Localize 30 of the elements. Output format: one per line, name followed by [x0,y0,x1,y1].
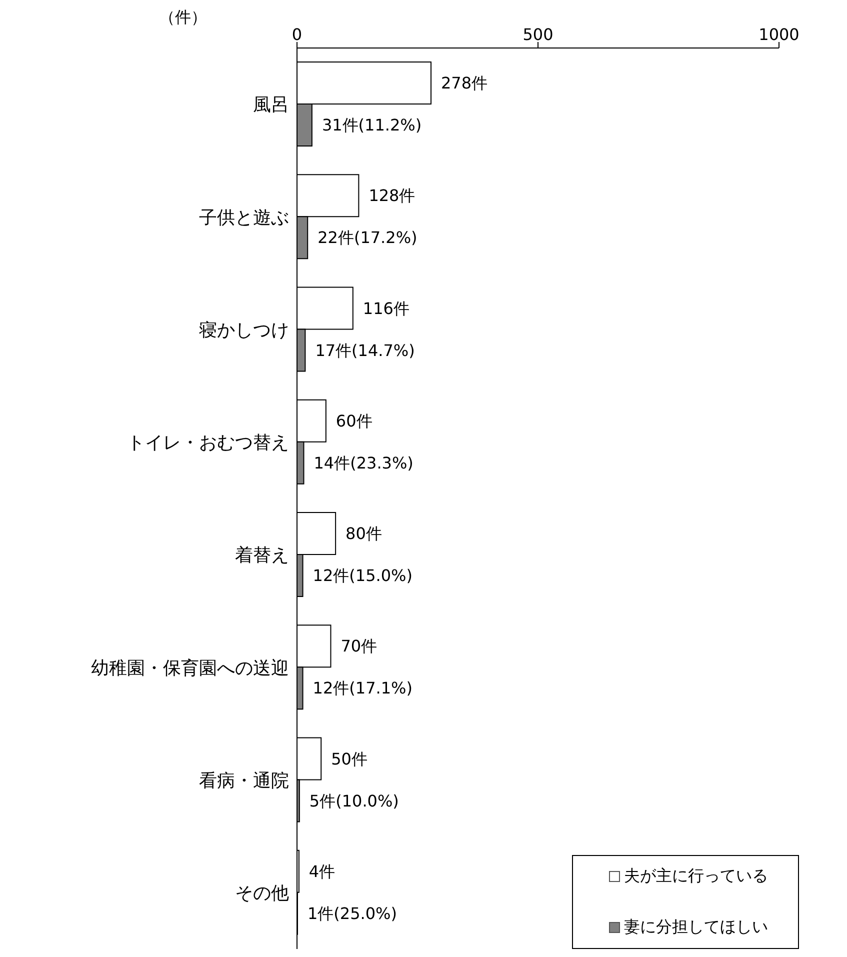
data-label: 1件(25.0%) [307,904,397,923]
x-tick-label: 0 [292,25,302,44]
x-tick-label: 500 [522,25,554,44]
legend-box: 夫が主に行っている 妻に分担してほしい [572,855,799,949]
legend-label: 妻に分担してほしい [623,917,768,938]
data-label: 31件(11.2%) [322,116,422,134]
data-label: 12件(15.0%) [312,566,412,585]
y-tick-label: 寝かしつけ [199,320,289,341]
y-tick-label: トイレ・おむつ替え [127,432,289,454]
y-tick-label: その他 [235,883,289,904]
data-label: 14件(23.3%) [314,453,414,472]
data-label: 60件 [336,411,372,430]
y-tick-label: 風呂 [253,94,289,116]
data-label: 278件 [440,74,488,92]
data-label: 80件 [346,524,382,543]
data-label: 12件(17.1%) [312,678,412,698]
data-label: 50件 [331,749,368,768]
data-label: 17件(14.7%) [315,340,415,360]
y-tick-label: 着替え [235,545,289,566]
data-label: 116件 [362,298,410,318]
data-label: 70件 [340,636,378,656]
y-tick-label: 子供と遊ぶ [199,207,289,228]
data-label: 22件(17.2%) [318,228,418,248]
x-tick-label: 1000 [758,25,800,44]
y-tick-label: 看病・通院 [199,770,289,792]
y-tick-label: 幼稚園・保育園への送迎 [91,658,289,679]
x-axis-title: （件） [159,8,207,27]
data-label: 5件(10.0%) [309,791,399,810]
data-label: 128件 [368,186,416,206]
data-label: 4件 [308,862,336,881]
